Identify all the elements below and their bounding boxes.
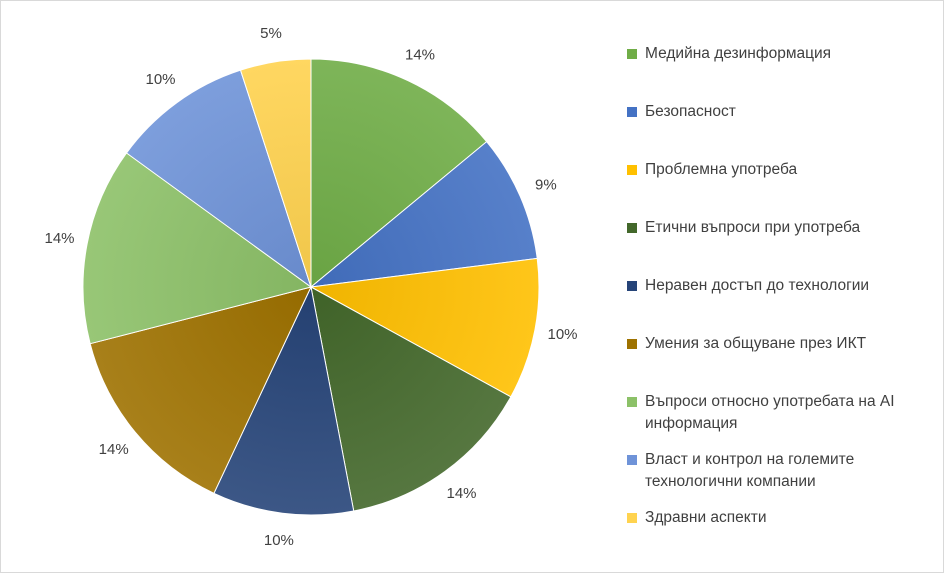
legend-swatch xyxy=(627,107,637,117)
legend-swatch xyxy=(627,165,637,175)
data-label: 10% xyxy=(547,326,577,343)
legend-item: Здравни аспекти xyxy=(627,507,767,529)
data-label: 10% xyxy=(145,71,175,88)
data-labels: 14% 9% 10% 14% 10% 14% 14% 10% 5% xyxy=(44,25,577,549)
legend-label: Проблемна употреба xyxy=(645,161,798,178)
legend-item: Власт и контрол на големите технологични… xyxy=(627,449,854,493)
legend-item: Неравен достъп до технологии xyxy=(627,275,869,297)
pie-slice xyxy=(89,286,312,494)
legend-item: Умения за общуване през ИКТ xyxy=(627,333,866,355)
legend-swatch xyxy=(627,513,637,523)
legend-label: Медийна дезинформация xyxy=(645,45,832,62)
legend-item: Проблемна употреба xyxy=(627,159,797,181)
pie-slice xyxy=(125,69,312,289)
legend-swatch xyxy=(627,339,637,349)
legend-swatch xyxy=(627,49,637,59)
data-label: 14% xyxy=(446,485,476,502)
pie-slice xyxy=(213,285,355,516)
legend-item: Въпроси относно употребата на AI информа… xyxy=(627,391,895,435)
data-label: 10% xyxy=(264,532,294,549)
legend-item: Безопасност xyxy=(627,101,736,123)
legend-label: Здравни аспекти xyxy=(645,509,767,526)
pie-slice xyxy=(310,58,488,289)
pie-slices xyxy=(82,58,540,516)
pie-slice xyxy=(309,140,538,288)
legend-swatch xyxy=(627,281,637,291)
legend-label: Въпроси относно употребата на AI информа… xyxy=(645,393,895,432)
legend-label: Умения за общуване през ИКТ xyxy=(645,335,867,352)
legend-swatch xyxy=(627,223,637,233)
pie-slice xyxy=(310,286,512,512)
data-label: 5% xyxy=(260,25,282,42)
data-label: 14% xyxy=(44,230,74,247)
data-label: 9% xyxy=(535,176,557,193)
legend-item: Етични въпроси при употреба xyxy=(627,217,860,239)
legend-label: Неравен достъп до технологии xyxy=(645,277,870,294)
legend-item: Медийна дезинформация xyxy=(627,43,831,65)
pie-slice xyxy=(309,257,540,398)
legend-label: Власт и контрол на големите технологични… xyxy=(645,451,855,490)
data-label: 14% xyxy=(405,46,435,63)
pie-slice xyxy=(82,152,313,345)
legend-swatch xyxy=(627,455,637,465)
legend-label: Безопасност xyxy=(645,103,736,120)
legend-label: Етични въпроси при употреба xyxy=(645,219,861,236)
legend-swatch xyxy=(627,397,637,407)
data-label: 14% xyxy=(99,441,129,458)
pie-slice xyxy=(239,58,312,288)
